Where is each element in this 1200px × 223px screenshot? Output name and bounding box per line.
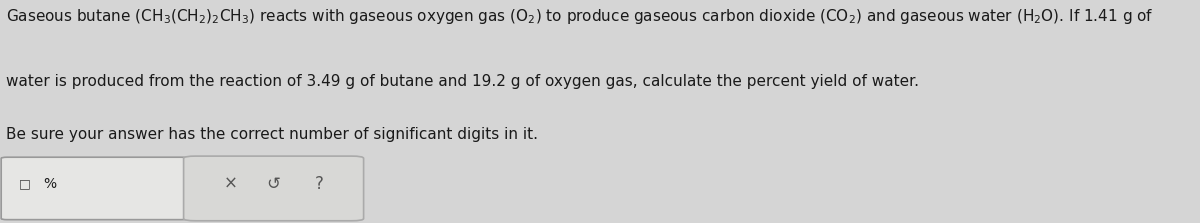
Text: ?: ? xyxy=(314,175,324,193)
Text: water is produced from the reaction of 3.49 g of butane and 19.2 g of oxygen gas: water is produced from the reaction of 3… xyxy=(6,74,919,89)
FancyBboxPatch shape xyxy=(1,157,187,220)
Text: %: % xyxy=(43,177,56,191)
Text: Be sure your answer has the correct number of significant digits in it.: Be sure your answer has the correct numb… xyxy=(6,127,538,142)
Text: ↺: ↺ xyxy=(266,175,281,193)
Text: □: □ xyxy=(19,178,31,190)
FancyBboxPatch shape xyxy=(184,156,364,221)
Text: ×: × xyxy=(223,175,238,193)
Text: Gaseous butane $\left(\mathrm{CH_3(CH_2)_2CH_3}\right)$ reacts with gaseous oxyg: Gaseous butane $\left(\mathrm{CH_3(CH_2)… xyxy=(6,7,1153,26)
